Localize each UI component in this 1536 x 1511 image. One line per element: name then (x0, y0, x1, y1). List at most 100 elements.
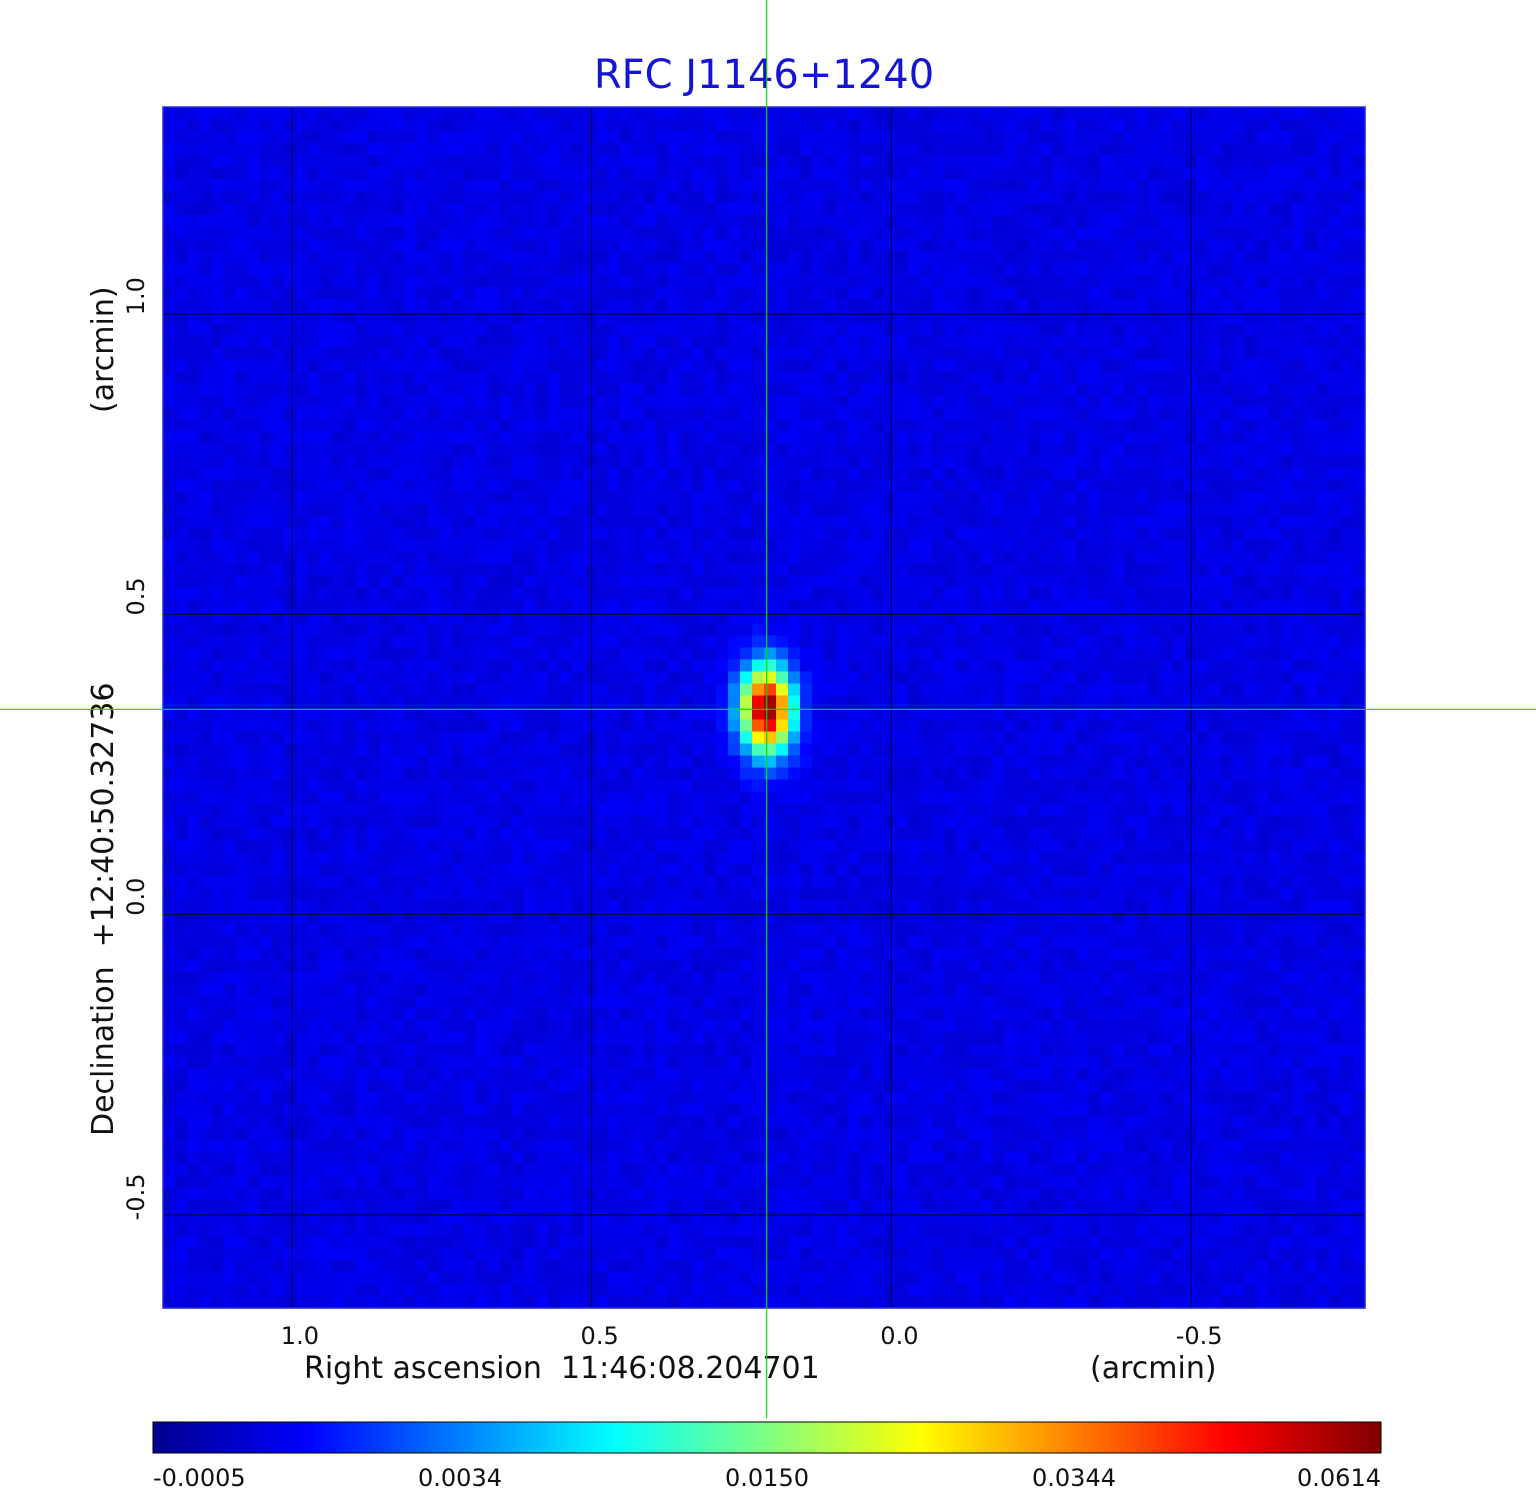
image-pixel (800, 407, 813, 420)
image-pixel (992, 419, 1005, 432)
image-pixel (343, 203, 356, 216)
image-pixel (1304, 503, 1318, 516)
image-pixel (1160, 599, 1174, 613)
image-pixel (1208, 683, 1222, 697)
image-pixel (812, 347, 825, 360)
image-pixel (643, 515, 657, 528)
image-pixel (920, 599, 933, 613)
image-pixel (331, 467, 344, 480)
image-pixel (703, 407, 717, 420)
image-pixel (1208, 563, 1222, 576)
image-pixel (715, 359, 729, 372)
image-pixel (379, 647, 392, 661)
image-pixel (367, 323, 380, 336)
image-pixel (331, 179, 344, 192)
image-pixel (1208, 179, 1222, 192)
image-pixel (1100, 215, 1114, 228)
image-pixel (535, 335, 549, 348)
image-pixel (788, 455, 801, 468)
image-pixel (655, 479, 669, 492)
image-pixel (331, 563, 344, 576)
image-pixel (631, 359, 645, 372)
image-pixel (403, 107, 417, 120)
image-pixel (896, 251, 909, 264)
image-pixel (896, 275, 909, 288)
image-pixel (271, 359, 284, 372)
image-pixel (367, 599, 380, 613)
image-pixel (992, 431, 1005, 444)
image-pixel (571, 239, 585, 252)
image-pixel (1304, 371, 1318, 384)
image-pixel (451, 443, 465, 456)
image-pixel (1112, 323, 1126, 336)
image-pixel (1256, 395, 1270, 408)
image-pixel (860, 431, 873, 444)
image-pixel (223, 623, 236, 637)
image-pixel (800, 311, 813, 324)
image-pixel (1232, 479, 1246, 492)
image-pixel (956, 323, 969, 336)
image-pixel (1136, 671, 1150, 685)
image-pixel (1148, 647, 1162, 661)
image-pixel (211, 251, 224, 264)
image-pixel (247, 419, 260, 432)
image-pixel (511, 323, 525, 336)
image-pixel (499, 119, 513, 132)
image-pixel (727, 155, 741, 168)
image-pixel (932, 599, 945, 613)
image-pixel (896, 587, 909, 601)
image-pixel (1292, 515, 1306, 528)
image-pixel (968, 611, 981, 625)
image-pixel (1136, 539, 1150, 552)
image-pixel (848, 383, 861, 396)
image-pixel (679, 539, 693, 552)
image-pixel (812, 515, 825, 528)
image-pixel (595, 323, 609, 336)
image-pixel (259, 107, 272, 120)
image-pixel (631, 395, 645, 408)
image-pixel (1340, 599, 1354, 613)
image-pixel (391, 599, 404, 613)
image-pixel (751, 491, 765, 504)
image-pixel (511, 455, 525, 468)
image-pixel (427, 107, 441, 120)
image-pixel (283, 683, 296, 697)
image-pixel (187, 611, 200, 625)
image-pixel (908, 251, 921, 264)
image-pixel (739, 479, 753, 492)
image-pixel (1148, 491, 1162, 504)
image-pixel (776, 431, 789, 444)
image-pixel (571, 371, 585, 384)
image-pixel (1064, 515, 1078, 528)
image-pixel (283, 347, 296, 360)
image-pixel (403, 563, 417, 576)
image-pixel (1112, 263, 1126, 276)
image-pixel (643, 635, 657, 649)
image-pixel (655, 659, 669, 673)
image-pixel (703, 455, 717, 468)
image-pixel (1112, 527, 1126, 540)
image-pixel (487, 527, 501, 540)
image-pixel (1208, 599, 1222, 613)
image-pixel (812, 119, 825, 132)
image-pixel (1172, 287, 1186, 300)
image-pixel (1244, 503, 1258, 516)
image-pixel (667, 527, 681, 540)
image-pixel (1076, 383, 1090, 396)
image-pixel (319, 347, 332, 360)
image-pixel (163, 263, 176, 276)
image-pixel (788, 155, 801, 168)
image-pixel (1028, 407, 1042, 420)
image-pixel (319, 371, 332, 384)
image-pixel (1088, 287, 1102, 300)
image-pixel (415, 611, 429, 625)
image-pixel (487, 383, 501, 396)
image-pixel (824, 107, 837, 120)
image-pixel (271, 503, 284, 516)
image-pixel (1196, 671, 1210, 685)
image-pixel (920, 575, 933, 588)
image-pixel (259, 287, 272, 300)
image-pixel (163, 587, 176, 601)
image-pixel (439, 143, 453, 156)
image-pixel (1340, 347, 1354, 360)
